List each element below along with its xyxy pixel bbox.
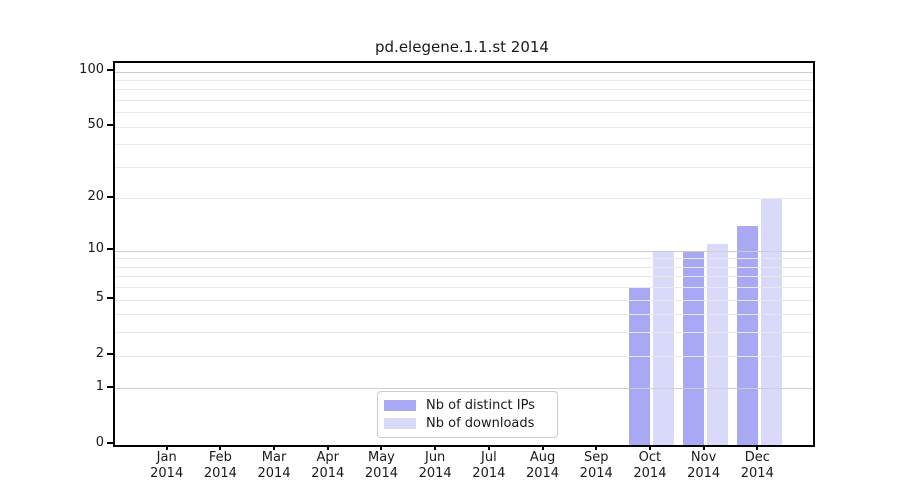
legend: Nb of distinct IPs Nb of downloads	[377, 391, 558, 438]
gridline	[115, 388, 813, 390]
x-axis-tick-label: Nov 2014	[687, 450, 721, 481]
gridline	[115, 299, 813, 301]
x-axis-tick	[434, 445, 437, 450]
y-axis-tick-label: 5	[95, 290, 104, 306]
legend-swatch-distinct-ips	[384, 400, 416, 411]
gridline	[115, 126, 813, 128]
chart-title: pd.elegene.1.1.st 2014	[375, 38, 549, 56]
bar-distinct-ips	[629, 287, 651, 445]
x-axis-tick-label: Oct 2014	[633, 450, 667, 481]
x-axis-tick	[326, 445, 329, 450]
gridline	[115, 287, 813, 289]
bar-distinct-ips	[736, 226, 758, 445]
legend-item-downloads: Nb of downloads	[384, 416, 549, 431]
x-axis-tick-label: Aug 2014	[525, 450, 560, 481]
bar-downloads	[760, 199, 782, 445]
gridline	[115, 276, 813, 278]
gridline	[115, 314, 813, 316]
bar-downloads	[653, 251, 675, 445]
gridline	[115, 100, 813, 102]
plot-area	[113, 61, 815, 447]
y-axis-tick-label: 20	[87, 188, 104, 204]
y-axis-tick	[107, 248, 113, 251]
gridline	[115, 167, 813, 168]
gridline	[115, 71, 813, 73]
y-axis-tick-label: 50	[87, 117, 104, 133]
x-axis-tick	[756, 445, 759, 450]
y-axis-tick-label: 10	[87, 241, 104, 257]
x-axis-tick	[595, 445, 598, 450]
y-axis-tick	[107, 195, 113, 198]
x-axis-tick	[380, 445, 383, 450]
y-axis-tick	[107, 385, 113, 388]
gridline	[115, 89, 813, 91]
y-axis-tick-label: 0	[95, 435, 104, 450]
x-axis-tick-label: Dec 2014	[740, 450, 774, 481]
gridline	[115, 266, 813, 268]
legend-label-downloads: Nb of downloads	[426, 416, 535, 431]
legend-swatch-downloads	[384, 418, 416, 429]
legend-item-distinct-ips: Nb of distinct IPs	[384, 398, 549, 413]
gridline	[115, 332, 813, 334]
y-axis-tick	[107, 69, 113, 72]
x-axis-tick	[165, 445, 168, 450]
gridline	[115, 250, 813, 252]
y-axis-tick	[107, 353, 113, 356]
x-axis-tick	[487, 445, 490, 450]
x-axis-tick	[273, 445, 276, 450]
x-axis-tick	[648, 445, 651, 450]
y-axis-tick	[107, 124, 113, 127]
y-axis-tick	[107, 297, 113, 300]
gridline	[115, 355, 813, 357]
y-axis-tick-label: 2	[95, 346, 104, 362]
x-axis-tick-label: Jun 2014	[418, 450, 452, 481]
x-axis-tick-label: Feb 2014	[203, 450, 237, 481]
x-axis-tick	[702, 445, 705, 450]
gridline	[115, 112, 813, 114]
gridline	[115, 258, 813, 260]
x-axis-tick-label: Mar 2014	[257, 450, 291, 481]
x-axis-tick-label: May 2014	[364, 450, 398, 481]
gridline	[115, 79, 813, 81]
y-axis-tick	[107, 442, 113, 444]
y-axis-tick-label: 100	[79, 62, 104, 78]
legend-label-distinct-ips: Nb of distinct IPs	[426, 398, 535, 413]
gridline	[115, 144, 813, 146]
x-axis-tick	[219, 445, 222, 450]
y-axis-tick-label: 1	[95, 378, 104, 394]
bar-downloads	[707, 244, 729, 445]
x-axis-tick	[541, 445, 544, 450]
x-axis-tick-label: Jul 2014	[472, 450, 506, 481]
bar-distinct-ips	[683, 251, 705, 445]
x-axis-tick-label: Sep 2014	[579, 450, 613, 481]
x-axis-tick-label: Jan 2014	[150, 450, 184, 481]
x-axis-tick-label: Apr 2014	[311, 450, 345, 481]
gridline	[115, 198, 813, 200]
